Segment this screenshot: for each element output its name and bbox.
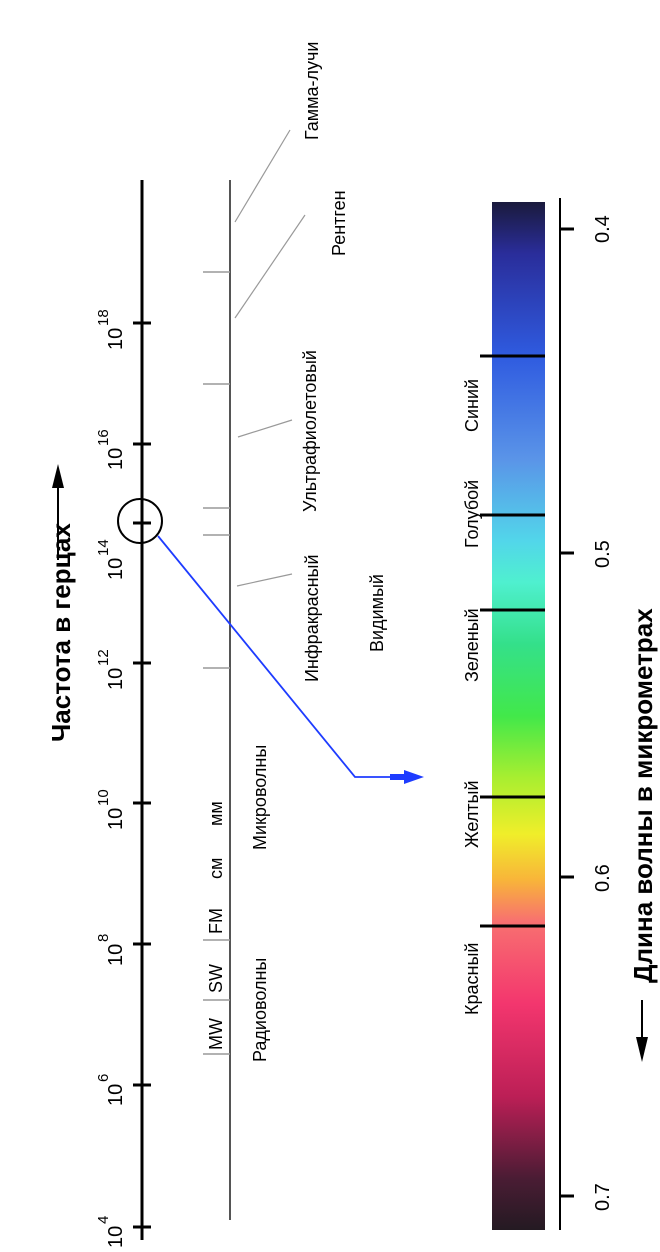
region-visible-label: Видимый [367,574,387,652]
tick-10e16: 10 16 [95,429,127,470]
band-mm-label: мм [206,801,226,826]
frequency-axis-ticks [133,321,151,1229]
color-yellow-label: Желтый [462,780,482,848]
region-xray-label: Рентген [329,190,349,256]
region-ultraviolet-label: Ультрафиолетовый [300,350,320,512]
frequency-arrow-head [52,464,64,488]
visible-pointer-line [157,535,412,778]
svg-text:10: 10 [105,328,127,350]
svg-text:10: 10 [105,808,127,830]
wavelength-axis-title: Длина волны в микрометрах [628,608,658,983]
visible-pointer-arrowhead [404,770,424,784]
band-sw-label: SW [206,964,226,993]
visible-marker-circle [117,498,163,544]
svg-text:18: 18 [95,309,112,326]
svg-text:14: 14 [95,539,112,556]
color-blue-label: Синий [462,379,482,432]
tick-10e12: 10 12 [95,649,127,690]
svg-text:6: 6 [95,1074,112,1082]
band-axis-ticks [203,271,230,1055]
band-mw-label: MW [206,1018,226,1050]
tick-10e6: 10 6 [95,1074,127,1106]
band-fm-label: FM [206,908,226,934]
svg-text:10: 10 [105,668,127,690]
wavelength-tick-0-4: 0.4 [592,215,614,243]
color-boundary-marks [480,354,545,928]
region-micro-label: Микроволны [250,745,270,850]
wavelength-axis-ticks [560,227,574,1198]
wavelength-tick-0-5: 0.5 [592,540,614,568]
frequency-axis-title: Частота в герцах [46,523,76,742]
color-cyan-label: Голубой [462,480,482,548]
svg-text:10: 10 [105,944,127,966]
wavelength-arrow-head [636,1037,648,1062]
wavelength-tick-0-6: 0.6 [592,864,614,892]
tick-10e14: 10 14 [95,539,127,580]
tick-10e10: 10 10 [95,789,127,830]
region-gamma-label: Гамма-лучи [302,42,322,140]
color-green-label: Зеленый [462,608,482,682]
tick-10e8: 10 8 [95,934,127,966]
svg-text:8: 8 [95,934,112,942]
svg-text:10: 10 [95,789,112,806]
svg-text:16: 16 [95,429,112,446]
visible-pointer-bar [390,774,406,780]
region-leader-lines [234,129,306,587]
svg-text:4: 4 [95,1216,112,1224]
color-red-label: Красный [462,943,482,1015]
region-infrared-label: Инфракрасный [302,554,322,682]
band-cm-label: см [206,858,226,879]
svg-text:10: 10 [105,1084,127,1106]
tick-10e4: 10 4 [95,1216,127,1248]
svg-text:10: 10 [105,558,127,580]
svg-text:10: 10 [105,448,127,470]
svg-text:10: 10 [105,1226,127,1247]
wavelength-tick-0-7: 0.7 [592,1183,614,1211]
region-radio-label: Радиоволны [250,958,270,1062]
tick-10e18: 10 18 [95,309,127,350]
visible-spectrum-bar [492,202,545,1230]
svg-text:12: 12 [95,649,112,666]
